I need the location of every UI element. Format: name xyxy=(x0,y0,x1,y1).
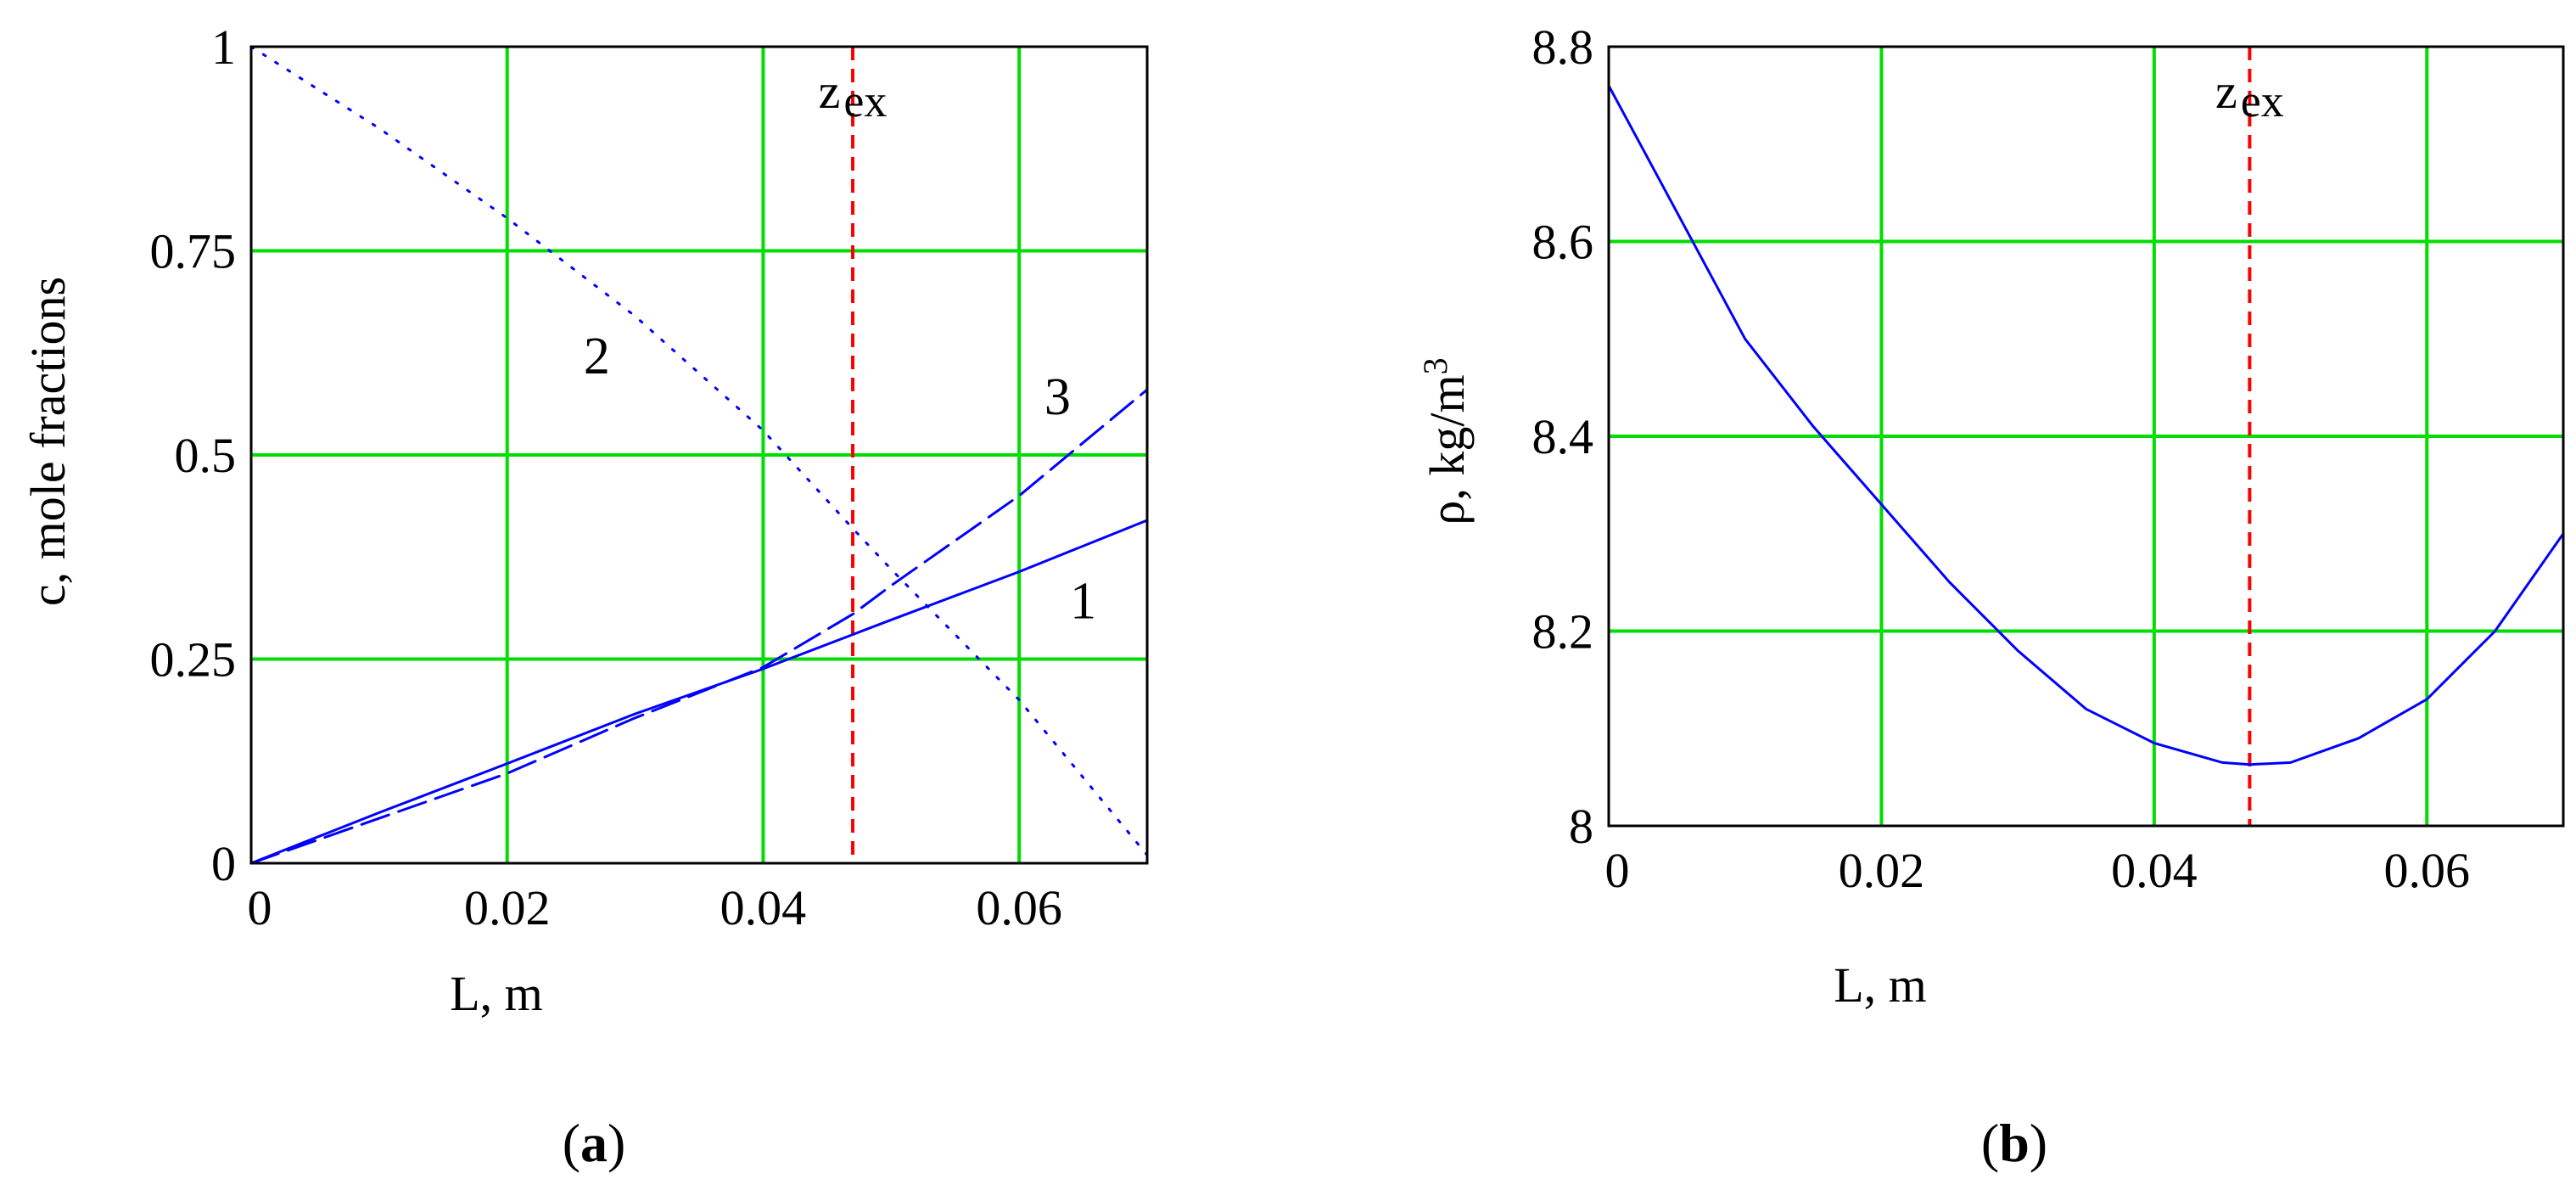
x-tick-label: 0.02 xyxy=(464,880,551,935)
chart-b-series xyxy=(1607,84,2565,766)
chart-b-plot-frame xyxy=(1607,45,2565,828)
y-tick-label: 0.75 xyxy=(150,224,237,279)
chart-a-y-axis-label: c, mole fractions xyxy=(20,277,76,606)
chart-b-marker-label: zex xyxy=(2215,64,2284,126)
series-line-1 xyxy=(1607,84,2565,766)
y-tick-label: 8 xyxy=(1569,799,1593,854)
chart-a-marker-label: zex xyxy=(819,64,888,126)
x-tick-label: 0 xyxy=(248,880,272,935)
chart-a-curve-labels: 1 2 3 xyxy=(584,328,1096,631)
series-line-1 xyxy=(249,519,1149,865)
chart-a-plot-frame xyxy=(249,45,1149,865)
series-line-2 xyxy=(249,45,1149,856)
chart-b-x-axis-label: L, m xyxy=(1834,957,1927,1013)
chart-a-y-ticks: 0 0.25 0.5 0.75 1 xyxy=(150,20,237,891)
x-tick-label: 0.04 xyxy=(2111,843,2198,898)
y-tick-label: 8.4 xyxy=(1532,409,1594,464)
y-tick-label: 0.5 xyxy=(175,428,237,483)
y-tick-label: 0.25 xyxy=(150,632,237,688)
chart-a-x-axis-label: L, m xyxy=(450,966,543,1021)
y-tick-label: 8.6 xyxy=(1532,215,1594,270)
y-tick-label: 8.8 xyxy=(1532,20,1594,75)
chart-b-y-axis-label: ρ, kg/m3 xyxy=(1416,357,1475,525)
chart-a-series xyxy=(249,45,1149,865)
x-tick-label: 0.02 xyxy=(1839,843,1925,898)
chart-b-y-ticks: 8 8.2 8.4 8.6 8.8 xyxy=(1532,20,1594,854)
chart-b-panel-label: (b) xyxy=(1981,1113,2047,1173)
series-line-3 xyxy=(249,388,1149,865)
chart-b: 0 0.02 0.04 0.06 8 8.2 8.4 8.6 8.8 zex L, m ρ, … xyxy=(1416,20,2565,1173)
x-tick-label: 0 xyxy=(1605,843,1630,898)
chart-a-grid xyxy=(251,47,1147,863)
x-tick-label: 0.06 xyxy=(2384,843,2471,898)
chart-a-panel-label: (a) xyxy=(563,1113,626,1173)
chart-a-x-ticks: 0 0.02 0.04 0.06 xyxy=(248,880,1062,935)
curve-label-3: 3 xyxy=(1044,368,1071,426)
x-tick-label: 0.04 xyxy=(720,880,807,935)
curve-label-2: 2 xyxy=(584,328,610,385)
curve-label-1: 1 xyxy=(1070,572,1096,630)
chart-b-x-ticks: 0 0.02 0.04 0.06 xyxy=(1605,843,2471,898)
chart-a: 0 0.02 0.04 0.06 0 0.25 0.5 0.75 1 1 2 3 zex L, m… xyxy=(20,20,1149,1173)
chart-b-grid xyxy=(1609,47,2563,826)
y-tick-label: 0 xyxy=(211,836,236,891)
x-tick-label: 0.06 xyxy=(976,880,1062,935)
y-tick-label: 1 xyxy=(211,20,236,75)
y-tick-label: 8.2 xyxy=(1532,604,1594,660)
